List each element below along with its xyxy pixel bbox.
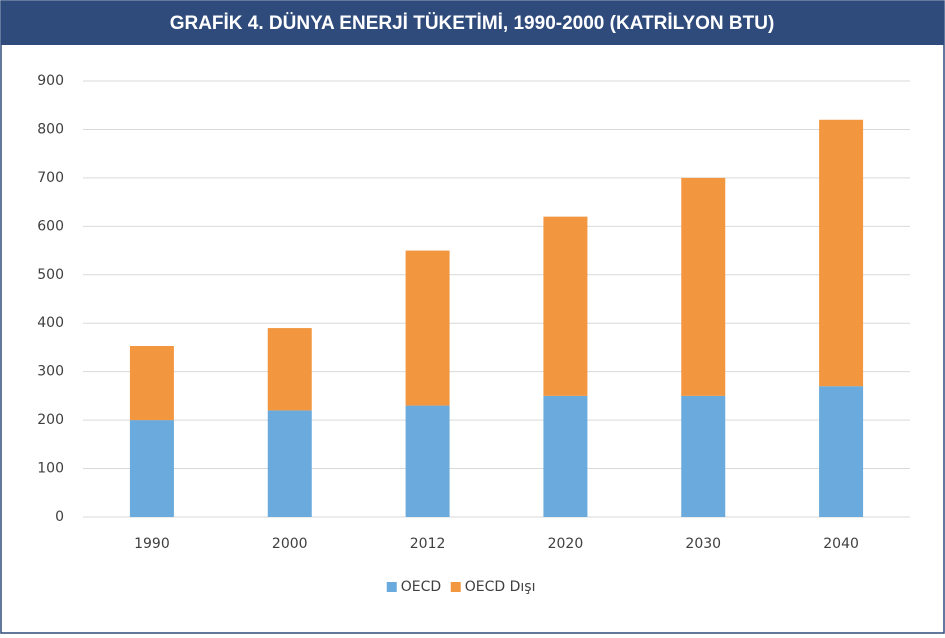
bar — [405, 250, 450, 406]
bar — [129, 420, 174, 517]
bar — [819, 119, 864, 387]
y-tick-label: 300 — [37, 364, 64, 380]
y-tick-label: 400 — [37, 315, 64, 331]
bar — [819, 386, 864, 517]
x-tick-label: 2000 — [272, 536, 308, 552]
y-tick-label: 800 — [37, 121, 64, 137]
x-tick-label: 2040 — [823, 536, 859, 552]
x-tick-label: 2020 — [548, 536, 584, 552]
x-tick-label: 1990 — [134, 536, 170, 552]
bar — [543, 216, 588, 396]
x-tick-label: 2030 — [685, 536, 721, 552]
y-tick-label: 900 — [37, 73, 64, 89]
bar — [267, 410, 312, 517]
bar — [543, 395, 588, 517]
y-tick-label: 700 — [37, 170, 64, 186]
chart-title: GRAFİK 4. DÜNYA ENERJİ TÜKETİMİ, 1990-20… — [170, 13, 775, 34]
bar — [681, 177, 726, 396]
y-tick-label: 600 — [37, 218, 64, 234]
bar — [129, 345, 174, 421]
legend-swatch — [386, 582, 397, 592]
title-bar — [1, 1, 944, 45]
legend-swatch — [450, 582, 461, 592]
y-tick-label: 100 — [37, 461, 64, 477]
y-tick-label: 200 — [37, 412, 64, 428]
y-tick-label: 0 — [55, 509, 64, 525]
y-tick-label: 500 — [37, 267, 64, 283]
legend-label: OECD — [401, 579, 441, 595]
bar — [681, 395, 726, 517]
bar — [267, 328, 312, 411]
legend-label: OECD Dışı — [465, 579, 536, 595]
bar — [405, 405, 450, 517]
x-tick-label: 2012 — [410, 536, 446, 552]
